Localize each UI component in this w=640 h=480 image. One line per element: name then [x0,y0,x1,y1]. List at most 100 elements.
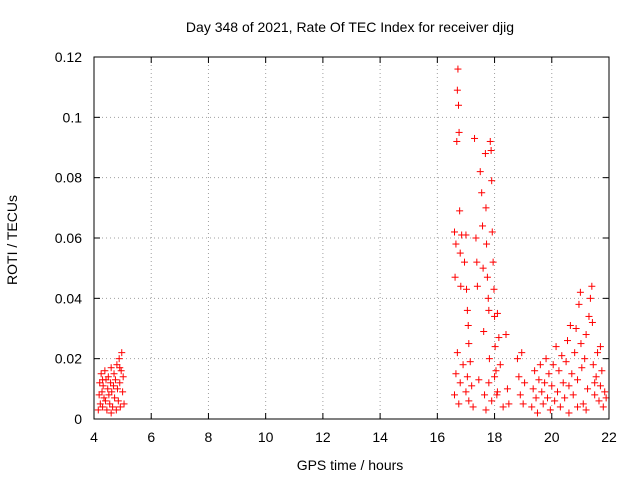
data-point [581,355,589,363]
data-point [475,376,483,384]
x-tick-label: 4 [90,429,98,445]
data-point [107,409,115,417]
data-point [105,391,113,399]
data-point [533,409,541,417]
data-point [485,355,493,363]
data-point [577,340,585,348]
data-point [480,328,488,336]
data-point [451,273,459,281]
data-point [468,382,476,390]
data-point [455,128,463,136]
data-point [108,388,116,396]
data-point [561,394,569,402]
data-point [489,258,497,266]
data-point [112,406,120,414]
data-point [111,394,119,402]
data-point [585,312,593,320]
data-point [551,397,559,405]
data-point [104,373,112,381]
data-point [541,379,549,387]
data-point [535,376,543,384]
data-point [453,349,461,357]
data-point [532,394,540,402]
data-point [555,367,563,375]
data-point [453,86,461,94]
data-point [586,294,594,302]
data-point [118,349,126,357]
data-point [582,406,590,414]
data-point [558,352,566,360]
data-point [116,379,124,387]
data-point [116,403,124,411]
data-point [576,288,584,296]
data-point [515,373,523,381]
data-point [554,388,561,396]
data-point [529,385,537,393]
data-point [493,309,501,317]
data-point [528,403,536,411]
data-point [549,361,557,369]
data-point [568,370,576,378]
data-point [591,391,599,399]
data-point [601,388,609,396]
data-point [456,249,464,257]
y-tick-label: 0.02 [55,351,82,367]
data-point [602,394,610,402]
data-point [599,403,607,411]
data-point [469,403,477,411]
data-point [455,101,463,109]
data-point [465,340,473,348]
data-point [452,370,460,378]
data-point [572,325,580,332]
data-point [451,228,458,236]
data-point [466,358,474,366]
data-point [519,400,527,408]
data-point [491,312,499,320]
data-point [596,382,604,390]
data-point [479,222,487,230]
data-point [472,234,480,242]
data-points [94,65,610,417]
data-point [99,382,107,390]
y-tick-label: 0.08 [55,170,82,186]
data-point [556,403,564,411]
data-point [456,207,464,215]
data-point [452,240,460,248]
data-point [493,388,501,396]
data-point [96,379,104,387]
y-tick-label: 0.06 [55,230,82,246]
data-point [521,379,529,387]
data-point [117,367,125,375]
data-point [116,364,124,372]
data-point [552,343,560,351]
data-point [100,394,108,402]
data-point [481,391,489,399]
data-point [493,391,501,399]
x-tick-label: 18 [487,429,503,445]
data-point [562,358,570,366]
data-point [473,258,481,266]
data-point [113,385,121,393]
data-point [484,294,492,302]
data-point [486,137,494,145]
data-point [538,388,546,396]
data-point [476,168,484,176]
data-point [543,394,551,402]
data-point [559,379,567,387]
data-point [111,376,119,384]
data-point [566,321,574,329]
data-point [101,397,109,405]
data-point [463,285,471,293]
data-point [482,204,490,212]
data-point [119,373,127,381]
data-point [578,364,586,372]
data-point [569,391,577,399]
data-point [473,282,481,290]
data-point [571,349,579,357]
data-point [487,147,495,155]
data-point [463,306,471,314]
data-point [536,361,544,369]
data-point [565,382,573,390]
data-point [565,409,573,417]
